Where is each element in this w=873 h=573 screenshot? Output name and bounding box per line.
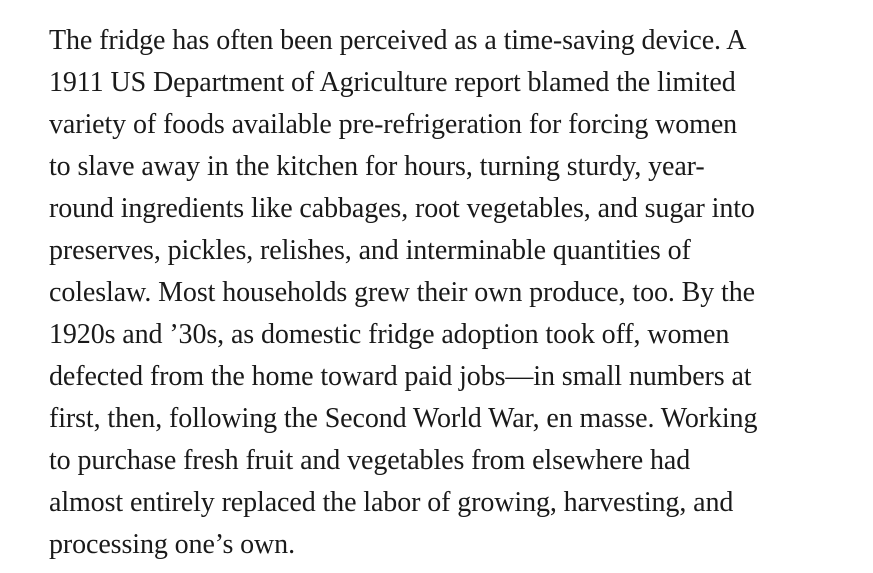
paragraph-line: variety of foods available pre-refrigera…	[49, 109, 738, 140]
paragraph-line: round ingredients like cabbages, root ve…	[49, 193, 755, 224]
article-body: The fridge has often been perceived as a…	[49, 20, 849, 566]
paragraph-line: 1920s and ’30s, as domestic fridge adopt…	[49, 319, 730, 350]
paragraph-line: defected from the home toward paid jobs—…	[49, 361, 752, 392]
paragraph-line: coleslaw. Most households grew their own…	[49, 277, 755, 308]
paragraph-line: 1911 US Department of Agriculture report…	[49, 67, 736, 98]
paragraph-line: to slave away in the kitchen for hours, …	[49, 151, 705, 182]
paragraph-line: The fridge has often been perceived as a…	[49, 25, 747, 56]
paragraph-line: almost entirely replaced the labor of gr…	[49, 487, 734, 518]
paragraph-line: processing one’s own.	[49, 529, 295, 560]
paragraph-line: first, then, following the Second World …	[49, 403, 758, 434]
paragraph: The fridge has often been perceived as a…	[49, 20, 849, 566]
paragraph-line: preserves, pickles, relishes, and interm…	[49, 235, 691, 266]
paragraph-line: to purchase fresh fruit and vegetables f…	[49, 445, 691, 476]
